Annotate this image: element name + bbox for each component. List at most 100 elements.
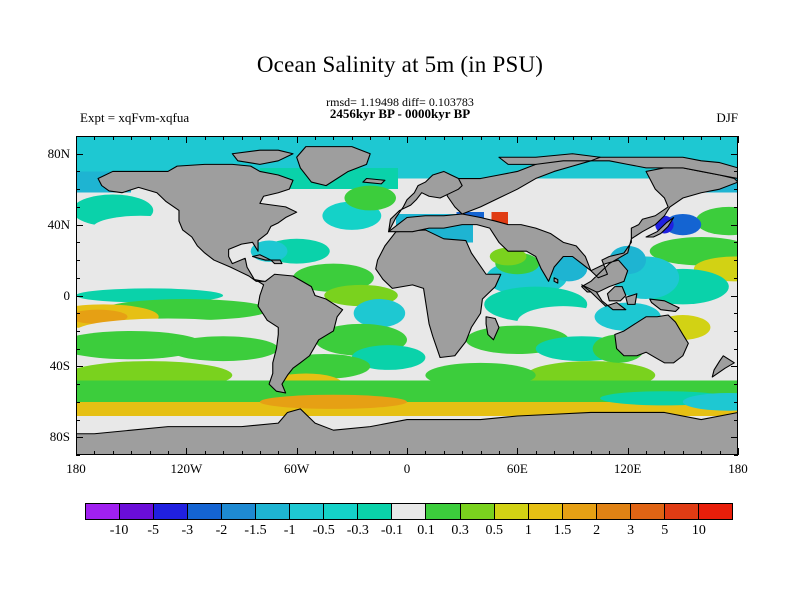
tick-mark [76,260,80,261]
tick-mark [389,451,390,455]
madagascar [485,316,500,341]
period-annotation: 2456kyr BP - 0000kyr BP [329,106,471,121]
eurasia-south [388,167,738,293]
australia [614,314,689,364]
tick-mark [536,136,537,140]
tick-mark [131,136,132,140]
tick-mark [76,420,80,421]
tick-mark [425,451,426,455]
tick-mark [628,136,629,143]
ross-cyan [682,392,738,411]
tick-mark [76,313,80,314]
colorbar-tick-2: 2 [593,523,601,538]
tick-mark [333,451,334,455]
tick-mark [76,455,80,456]
tick-mark [76,225,83,226]
tick-mark [76,366,83,367]
bay-of-bengal [550,256,588,282]
tick-mark [242,451,243,455]
greenland [296,146,371,187]
colorbar-tick--10: -10 [109,523,129,538]
colorbar-segment-5 [256,504,291,519]
tick-mark [407,448,408,455]
persian-gulf-green [489,247,527,266]
south-atlantic-teal [351,345,426,370]
tick-mark [205,136,206,140]
tick-mark [76,278,80,279]
tick-mark [297,448,298,455]
tick-mark [734,242,738,243]
tick-mark [683,136,684,140]
tick-mark [278,136,279,140]
season-label: DJF [716,110,738,125]
tick-mark [734,171,738,172]
tick-mark [407,136,408,143]
sea-of-japan-patch [664,213,702,236]
north-pacific-neutral [92,215,189,241]
canadian-arctic [231,149,294,165]
colorbar-tick-0.3: 0.3 [451,523,469,538]
europe-west [388,170,463,233]
tick-mark [517,136,518,143]
colorbar-segment-8 [358,504,393,519]
tick-mark [734,278,738,279]
tick-mark [76,384,80,385]
hispaniola [270,259,283,265]
tick-mark [76,154,83,155]
y-tick-40S: 40S [49,358,70,374]
tick-mark [76,136,77,143]
tick-mark [481,136,482,140]
tick-mark [462,451,463,455]
tick-mark [701,136,702,140]
tick-mark [444,136,445,140]
tick-mark [425,136,426,140]
tick-mark [734,402,738,403]
tick-mark [76,331,80,332]
tick-mark [734,313,738,314]
colorbar-segment-15 [596,504,631,519]
tick-mark [664,451,665,455]
tick-mark [315,136,316,140]
tick-mark [738,448,739,455]
tick-mark [734,136,738,137]
colorbar-tick--5: -5 [147,523,160,538]
colorbar-tick--1: -1 [283,523,296,538]
colorbar-tick--2: -2 [215,523,228,538]
tick-mark [462,136,463,140]
x-tick-60W: 60W [284,461,310,476]
weddell-gold [259,394,407,409]
tick-mark [242,136,243,140]
tick-mark [499,451,500,455]
x-tick-120E: 120E [613,461,642,476]
colorbar-segment-17 [664,504,699,519]
colorbar-segment-12 [494,504,529,519]
colorbar-segment-3 [188,504,223,519]
colorbar-segments[interactable] [85,503,733,520]
tick-mark [223,136,224,140]
colorbar-segment-14 [562,504,597,519]
tick-mark [168,136,169,140]
tick-mark [734,331,738,332]
tick-mark [370,136,371,140]
colorbar[interactable] [85,503,733,520]
experiment-label: Expt = xqFvm-xqfua [80,110,190,125]
tick-mark [260,136,261,140]
tick-mark [76,437,83,438]
colorbar-tick--1.5: -1.5 [244,523,267,538]
tick-mark [168,451,169,455]
salinity-anomaly-map [76,136,738,455]
colorbar-tick-5: 5 [661,523,669,538]
tick-mark [76,171,80,172]
colorbar-tick--0.1: -0.1 [380,523,404,538]
tick-mark [609,136,610,140]
equatorial-pacific-teal [76,288,224,303]
x-tick-0: 0 [403,461,411,476]
tick-mark [646,451,647,455]
tick-mark [734,260,738,261]
tick-mark [113,451,114,455]
tick-mark [734,384,738,385]
japan [645,216,675,238]
tick-mark [352,451,353,455]
sumatra-java [581,284,627,311]
x-tick-180: 180 [66,461,86,476]
